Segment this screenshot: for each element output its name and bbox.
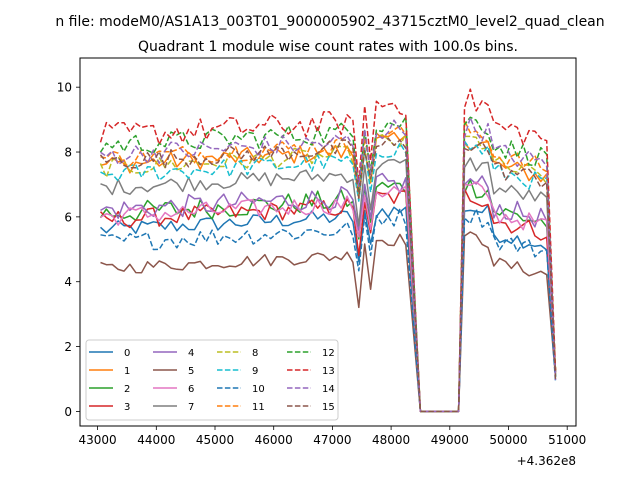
legend-box xyxy=(85,339,339,421)
legend-label-11: 11 xyxy=(252,402,265,413)
x-tick-label: 50000 xyxy=(489,433,527,447)
legend-label-13: 13 xyxy=(322,366,335,377)
suptitle: n file: modeM0/AS1A13_003T01_9000005902_… xyxy=(55,14,604,30)
y-tick-label: 0 xyxy=(64,405,72,419)
legend-label-5: 5 xyxy=(188,366,194,377)
legend-label-3: 3 xyxy=(124,402,130,413)
y-tick-label: 6 xyxy=(64,210,72,224)
y-tick-label: 10 xyxy=(57,81,72,95)
legend-label-4: 4 xyxy=(188,348,194,359)
legend-label-15: 15 xyxy=(322,402,335,413)
legend-label-14: 14 xyxy=(322,384,335,395)
legend-label-8: 8 xyxy=(252,348,258,359)
plot-area xyxy=(99,88,557,413)
series-0-line xyxy=(99,204,557,413)
x-tick-label: 47000 xyxy=(313,433,351,447)
series-15-line xyxy=(99,137,557,413)
series-5-line xyxy=(100,231,557,413)
legend-label-6: 6 xyxy=(188,384,194,395)
axes-frame xyxy=(79,57,577,427)
y-tick-label: 4 xyxy=(64,275,72,289)
legend-label-0: 0 xyxy=(124,348,130,359)
legend-label-10: 10 xyxy=(252,384,265,395)
series-13-line xyxy=(99,88,557,413)
x-axis: 43000 44000 45000 46000 47000 48000 49000 50000… xyxy=(79,426,586,447)
series-8-line xyxy=(99,132,557,413)
x-tick-label: 44000 xyxy=(137,433,175,447)
series-14-line xyxy=(100,116,557,413)
y-axis: 0 2 4 6 8 10 xyxy=(57,81,80,419)
series-11-line xyxy=(100,119,557,413)
legend-label-12: 12 xyxy=(322,348,335,359)
x-tick-label: 46000 xyxy=(255,433,293,447)
x-tick-label: 49000 xyxy=(431,433,469,447)
series-6-line xyxy=(100,181,557,413)
x-tick-label: 51000 xyxy=(548,433,586,447)
legend-label-9: 9 xyxy=(252,366,258,377)
x-tick-label: 43000 xyxy=(79,433,117,447)
x-tick-label: 45000 xyxy=(196,433,234,447)
series-7-line xyxy=(100,157,557,413)
series-4-line xyxy=(100,172,557,413)
y-tick-label: 8 xyxy=(64,146,72,160)
series-9-line xyxy=(100,140,557,413)
x-tick-label: 48000 xyxy=(372,433,410,447)
x-offset-label: +4.362e8 xyxy=(517,454,576,468)
legend-label-7: 7 xyxy=(188,402,194,413)
chart-title: Quadrant 1 module wise count rates with … xyxy=(138,39,518,55)
legend-label-1: 1 xyxy=(124,366,130,377)
series-3-line xyxy=(99,188,557,413)
y-tick-label: 2 xyxy=(64,340,72,354)
legend-label-2: 2 xyxy=(124,384,130,395)
series-10-line xyxy=(100,208,557,413)
